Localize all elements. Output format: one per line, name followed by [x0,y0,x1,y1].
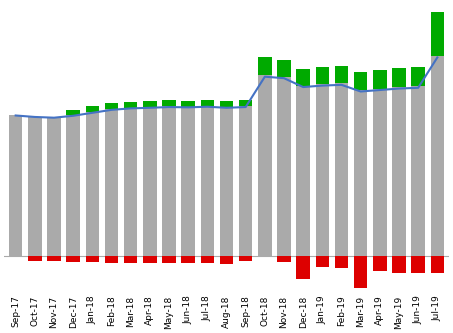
Bar [373,70,386,89]
Bar [431,56,444,256]
Bar [239,256,252,261]
Bar [239,106,252,256]
Bar [201,106,214,256]
Bar [124,256,137,263]
Bar [162,106,176,256]
Bar [411,67,425,86]
Bar [143,107,157,256]
Bar [335,83,348,256]
Bar [67,110,80,115]
Bar [392,256,406,273]
Bar [201,100,214,106]
Bar [258,75,271,256]
Bar [335,256,348,268]
Bar [182,107,195,256]
Bar [296,69,310,86]
Bar [373,256,386,271]
Bar [67,115,80,256]
Bar [431,12,444,56]
Bar [67,256,80,262]
Bar [258,58,271,75]
Bar [9,115,22,256]
Bar [277,77,291,256]
Bar [316,84,329,256]
Bar [296,86,310,256]
Bar [162,100,176,106]
Bar [316,256,329,267]
Bar [143,101,157,107]
Bar [392,87,406,256]
Bar [392,68,406,87]
Bar [220,256,233,264]
Bar [201,256,214,263]
Bar [354,256,367,288]
Bar [28,117,42,256]
Bar [335,66,348,83]
Bar [220,101,233,107]
Bar [316,67,329,84]
Bar [296,256,310,279]
Bar [86,112,99,256]
Bar [143,256,157,263]
Bar [277,60,291,77]
Bar [28,256,42,261]
Bar [277,256,291,262]
Bar [105,109,118,256]
Bar [124,108,137,256]
Bar [182,101,195,107]
Bar [124,102,137,108]
Bar [220,107,233,256]
Bar [162,256,176,263]
Bar [354,90,367,256]
Bar [86,106,99,112]
Bar [411,256,425,273]
Bar [354,72,367,90]
Bar [105,103,118,109]
Bar [411,86,425,256]
Bar [182,256,195,263]
Bar [47,118,61,256]
Bar [431,256,444,273]
Bar [239,100,252,106]
Bar [373,89,386,256]
Bar [86,256,99,262]
Bar [47,256,61,261]
Bar [105,256,118,263]
